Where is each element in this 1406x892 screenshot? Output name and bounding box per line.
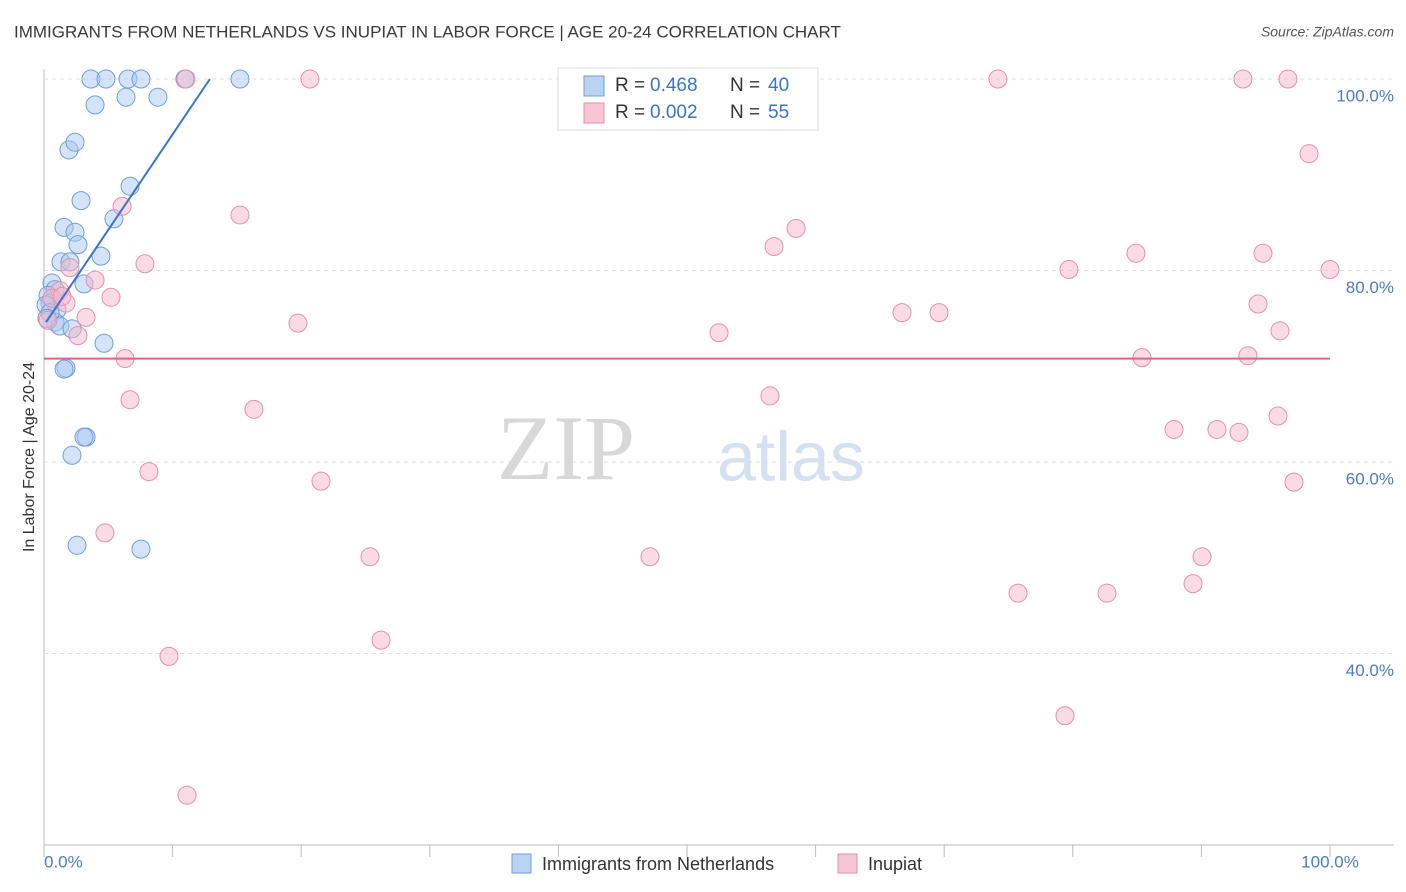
point: [230, 69, 250, 89]
point: [135, 254, 155, 274]
legend-swatch: [583, 75, 605, 97]
point: [1207, 419, 1227, 439]
point: [68, 326, 88, 346]
trend-line: [45, 78, 211, 323]
point: [1164, 419, 1184, 439]
y-tick-label: 80.0%: [1346, 278, 1394, 297]
point: [1278, 69, 1298, 89]
point: [62, 445, 82, 465]
point: [148, 87, 168, 107]
point: [101, 287, 121, 307]
point: [71, 191, 91, 211]
point: [116, 87, 136, 107]
point: [131, 69, 151, 89]
point: [1126, 243, 1146, 263]
plot-area: [36, 69, 1340, 805]
point: [85, 95, 105, 115]
point: [176, 69, 196, 89]
point: [1097, 583, 1117, 603]
point: [1248, 294, 1268, 314]
point: [68, 235, 88, 255]
x-tick-label: 0.0%: [44, 852, 83, 871]
point: [988, 69, 1008, 89]
point: [74, 427, 94, 447]
point: [929, 303, 949, 323]
point: [1268, 406, 1288, 426]
point: [67, 535, 87, 555]
legend-n-label: N =: [730, 75, 760, 96]
x-tick-label: 100.0%: [1301, 852, 1359, 871]
point: [1270, 321, 1290, 341]
legend: R = 0.468 N = 40 Immigrants from Netherlands…: [511, 67, 922, 874]
point: [371, 630, 391, 650]
watermark: ZIP: [497, 397, 635, 499]
legend-label: Inupiat: [868, 854, 922, 874]
legend-swatch: [511, 853, 532, 874]
point: [177, 785, 197, 805]
point: [159, 646, 179, 666]
point: [1008, 583, 1028, 603]
point: [95, 523, 115, 543]
legend-label: Immigrants from Netherlands: [542, 854, 774, 874]
y-tick-label: 60.0%: [1346, 469, 1394, 488]
point: [85, 270, 105, 290]
y-axis-label: In Labor Force | Age 20-24: [21, 362, 38, 552]
point: [96, 69, 116, 89]
point: [709, 323, 729, 343]
point: [288, 313, 308, 333]
point: [764, 237, 784, 257]
point: [76, 307, 96, 327]
point: [300, 69, 320, 89]
point: [1320, 260, 1340, 280]
legend-r-value: 0.468: [650, 75, 698, 96]
point: [94, 333, 114, 353]
point: [1299, 144, 1319, 164]
legend-r-label: R =: [615, 102, 645, 123]
legend-r-label: R =: [615, 75, 645, 96]
point: [1233, 69, 1253, 89]
legend-r-value: 0.002: [650, 102, 698, 123]
legend-n-value: 40: [768, 75, 789, 96]
point: [640, 547, 660, 567]
point: [892, 303, 912, 323]
source: Source: ZipAtlas.com: [1261, 24, 1394, 40]
legend-swatch: [583, 102, 605, 124]
point: [760, 386, 780, 406]
point: [1284, 472, 1304, 492]
point: [139, 462, 159, 482]
point: [244, 399, 264, 419]
point: [311, 471, 331, 491]
y-tick-label: 40.0%: [1346, 661, 1394, 680]
point: [1253, 243, 1273, 263]
point: [120, 390, 140, 410]
point: [131, 539, 151, 559]
point: [91, 246, 111, 266]
point: [1229, 422, 1249, 442]
grid: 40.0% 60.0% 80.0% 100.0% 0.0% 100.0%: [43, 69, 1394, 871]
point: [786, 218, 806, 238]
point: [1183, 574, 1203, 594]
legend-n-label: N =: [730, 102, 760, 123]
point: [360, 547, 380, 567]
point: [1192, 547, 1212, 567]
point: [230, 205, 250, 225]
watermark: atlas: [717, 417, 865, 495]
legend-swatch: [837, 853, 858, 874]
point: [54, 359, 74, 379]
chart-title: IMMIGRANTS FROM NETHERLANDS VS INUPIAT I…: [14, 22, 841, 41]
point: [1059, 260, 1079, 280]
point: [120, 176, 140, 196]
legend-n-value: 55: [768, 102, 789, 123]
y-tick-label: 100.0%: [1336, 86, 1394, 105]
point: [1055, 706, 1075, 726]
point: [65, 132, 85, 152]
point: [60, 258, 80, 278]
point: [1238, 346, 1258, 366]
